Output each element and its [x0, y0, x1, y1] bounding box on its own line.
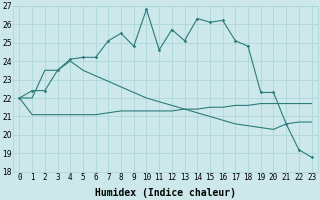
X-axis label: Humidex (Indice chaleur): Humidex (Indice chaleur)	[95, 188, 236, 198]
